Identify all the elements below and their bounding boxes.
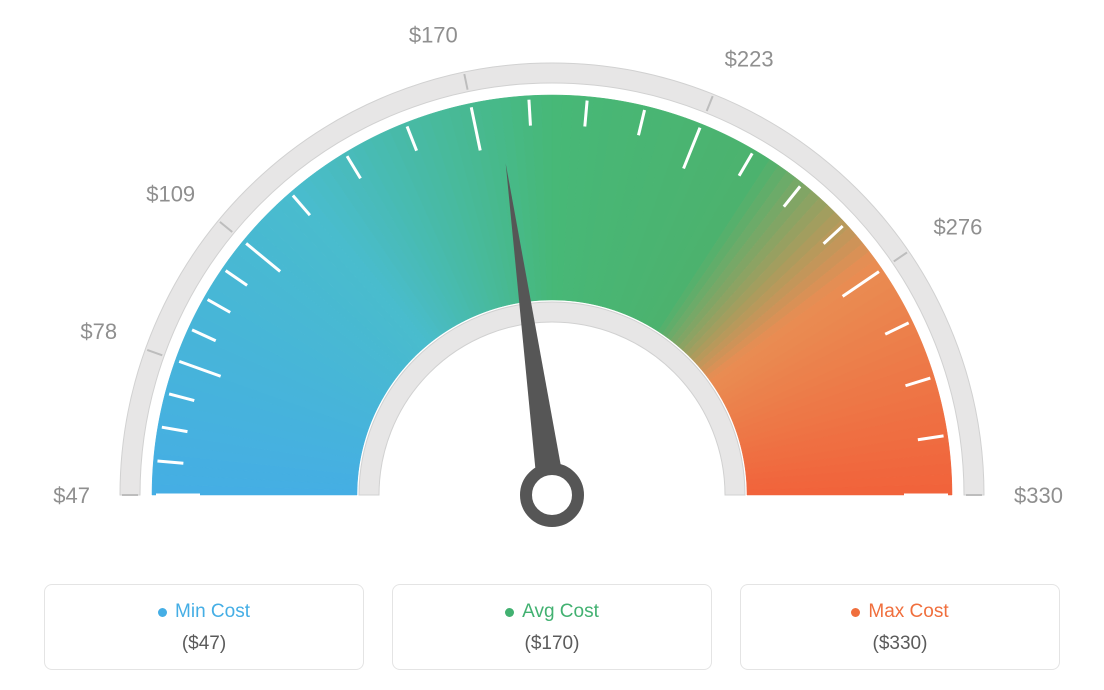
chart-container: $47 $78 $109 $170 $223 $276 $330 Min Cost ($47… bbox=[0, 0, 1104, 690]
legend-value-min: ($47) bbox=[55, 633, 353, 655]
legend-title-max: Max Cost bbox=[851, 601, 948, 623]
legend-label-max: Max Cost bbox=[868, 601, 948, 623]
legend-value-avg: ($170) bbox=[403, 633, 701, 655]
svg-text:$330: $330 bbox=[1014, 483, 1063, 508]
legend-card-min: Min Cost ($47) bbox=[44, 584, 364, 670]
svg-text:$170: $170 bbox=[409, 23, 458, 48]
svg-text:$78: $78 bbox=[80, 319, 117, 344]
legend-title-min: Min Cost bbox=[158, 601, 250, 623]
legend-label-min: Min Cost bbox=[175, 601, 250, 623]
legend-label-avg: Avg Cost bbox=[522, 601, 599, 623]
legend-title-avg: Avg Cost bbox=[505, 601, 599, 623]
svg-text:$223: $223 bbox=[725, 46, 774, 71]
svg-text:$276: $276 bbox=[933, 214, 982, 239]
svg-text:$109: $109 bbox=[146, 182, 195, 207]
legend-dot-max bbox=[851, 608, 860, 617]
legend-row: Min Cost ($47) Avg Cost ($170) Max Cost … bbox=[0, 584, 1104, 670]
svg-text:$47: $47 bbox=[53, 483, 90, 508]
legend-dot-avg bbox=[505, 608, 514, 617]
gauge-chart: $47 $78 $109 $170 $223 $276 $330 bbox=[0, 0, 1104, 560]
legend-value-max: ($330) bbox=[751, 633, 1049, 655]
legend-card-avg: Avg Cost ($170) bbox=[392, 584, 712, 670]
legend-dot-min bbox=[158, 608, 167, 617]
legend-card-max: Max Cost ($330) bbox=[740, 584, 1060, 670]
